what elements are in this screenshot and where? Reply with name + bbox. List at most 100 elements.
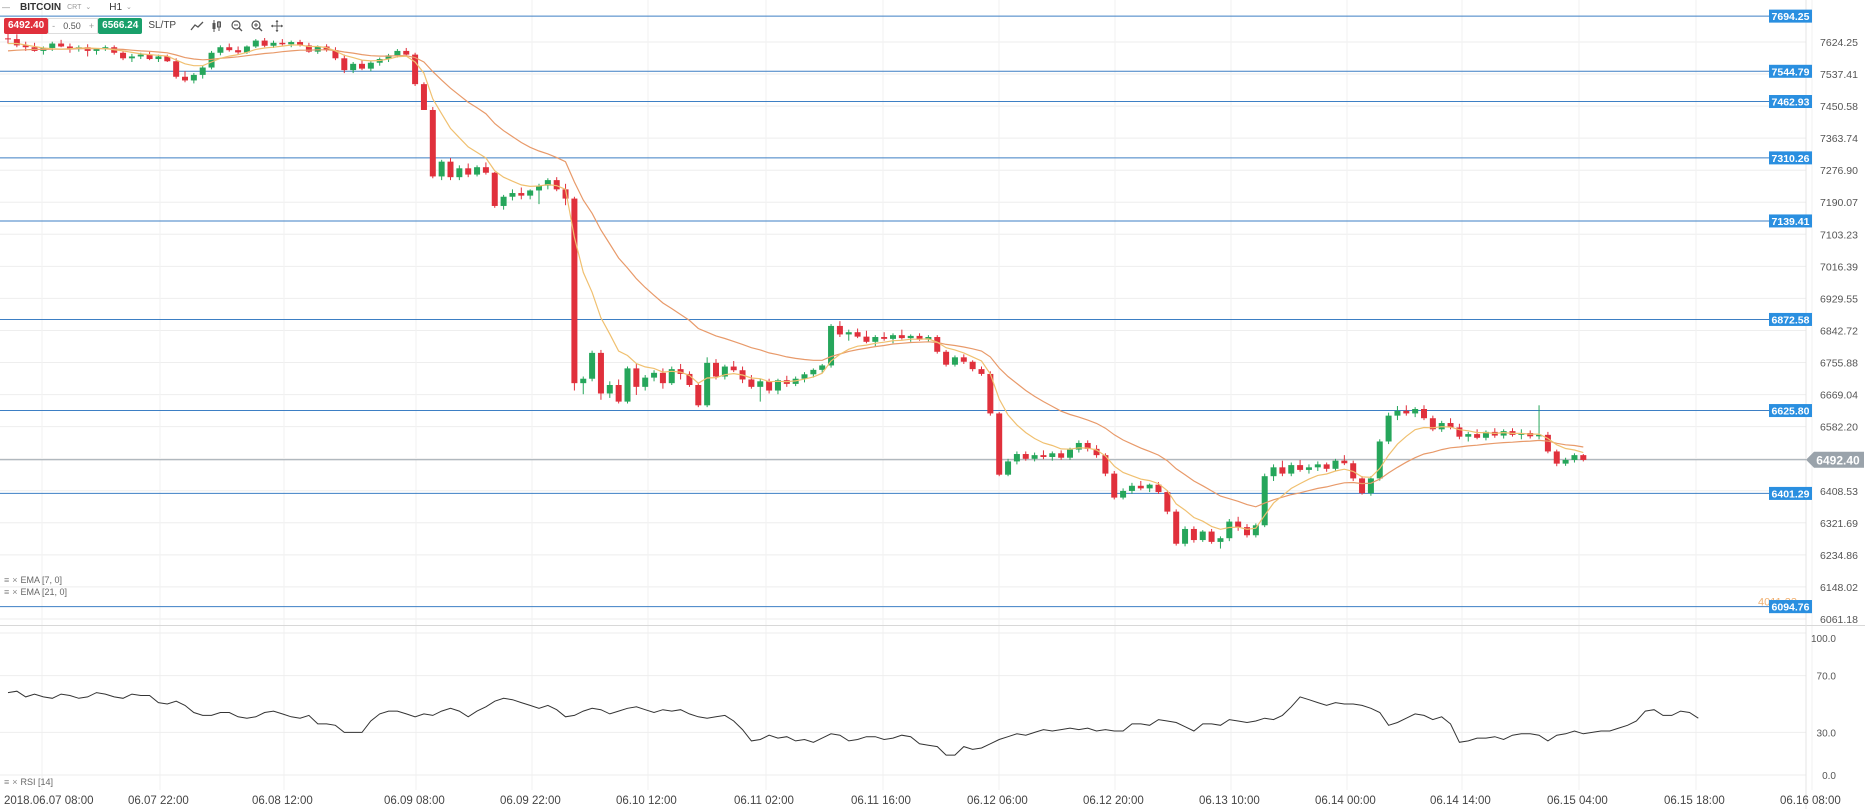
candle-body: [128, 56, 135, 59]
price-line-label: 6625.80: [1772, 406, 1810, 418]
candle-body: [367, 62, 374, 69]
price-axis[interactable]: 7624.25 7537.41 7450.58 7363.74 7276.90 7190.…: [1820, 37, 1858, 626]
time-axis[interactable]: 2018.06.07 08:00 06.07 22:00 06.08 12:00 06…: [4, 795, 1841, 807]
candle-body: [1155, 484, 1162, 493]
symbol-tab[interactable]: — BITCOIN CRT ⌄ H1 ⌄: [2, 0, 132, 14]
rsi-axis: 100.0 70.0 30.0 0.0: [1811, 634, 1836, 782]
menu-icon[interactable]: ≡: [4, 575, 10, 585]
candle-body: [199, 67, 206, 75]
candle-body: [1261, 476, 1268, 526]
candle-body: [1128, 485, 1135, 491]
candle-body: [872, 337, 879, 342]
menu-icon[interactable]: ≡: [4, 587, 10, 597]
candle-body: [1456, 427, 1463, 437]
candle-body: [226, 47, 233, 51]
close-icon[interactable]: ×: [12, 587, 18, 597]
symbol-name[interactable]: BITCOIN: [20, 1, 62, 13]
candle-body: [615, 385, 622, 402]
candle-body: [1305, 467, 1312, 470]
candle-body: [606, 385, 613, 394]
menu-icon[interactable]: ≡: [4, 777, 10, 787]
zoom-out-icon[interactable]: [228, 18, 246, 34]
time-tick-label: 06.16 08:00: [1780, 795, 1841, 807]
zoom-in-icon[interactable]: [248, 18, 266, 34]
candle-body: [774, 380, 781, 391]
line-tool-icon[interactable]: [188, 18, 206, 34]
candle-body: [1297, 465, 1304, 470]
price-line-label-bg: [1769, 312, 1812, 326]
candle-body: [279, 42, 286, 45]
price-tick-label: 6148.02: [1820, 582, 1858, 594]
buy-button[interactable]: 6566.24: [98, 17, 143, 34]
candle-body: [1562, 459, 1569, 464]
candle-body: [1376, 441, 1383, 479]
horizontal-lines[interactable]: [0, 15, 1806, 608]
price-line-label-bg: [1769, 64, 1812, 78]
lot-size-value[interactable]: 0.50: [63, 20, 81, 31]
timeframe-chevron-down-icon[interactable]: ⌄: [126, 4, 132, 11]
price-grid: [0, 0, 1813, 790]
close-icon[interactable]: ×: [12, 575, 18, 585]
price-line-label: 7310.26: [1772, 153, 1810, 165]
candle-body: [359, 63, 365, 69]
candle-body: [93, 49, 100, 51]
candle-body: [978, 369, 985, 374]
rsi-tick-label: 0.0: [1822, 771, 1836, 782]
candle-body: [120, 52, 127, 59]
rsi-legend[interactable]: ≡ × RSI [14]: [4, 777, 53, 787]
ema-fast-label: EMA [7, 0]: [20, 575, 63, 585]
ema-fast-legend[interactable]: ≡ × EMA [7, 0]: [4, 575, 62, 585]
candle-body: [748, 379, 755, 387]
candle-body: [1288, 465, 1295, 474]
candle-body: [987, 373, 994, 414]
sell-button[interactable]: 6492.40: [4, 17, 49, 34]
candle-body: [297, 42, 304, 46]
price-line-label-bg: [1769, 151, 1812, 165]
candle-body: [1111, 473, 1118, 498]
candle-body: [261, 40, 268, 46]
time-tick-label: 06.11 02:00: [734, 795, 794, 807]
candle-type-icon[interactable]: [208, 18, 226, 34]
lot-decrease-button[interactable]: -: [52, 20, 56, 31]
ema-slow-legend[interactable]: ≡ × EMA [21, 0]: [4, 587, 67, 597]
price-line-label: 7462.93: [1772, 97, 1810, 109]
timeframe-select[interactable]: H1: [109, 1, 123, 13]
candle-body: [270, 42, 277, 46]
candle-body: [713, 362, 719, 377]
candle-body: [518, 193, 525, 196]
lot-increase-button[interactable]: +: [88, 20, 95, 31]
candle-body: [536, 185, 542, 191]
candle-body: [1022, 454, 1029, 459]
symbol-chevron-down-icon[interactable]: ⌄: [85, 4, 92, 11]
crosshair-icon[interactable]: [268, 18, 286, 34]
price-tick-label: 7016.39: [1820, 261, 1858, 273]
candle-body: [385, 55, 392, 60]
candle-body: [589, 352, 596, 379]
candle-body: [491, 172, 498, 206]
candle-body: [695, 385, 702, 406]
candle-body: [22, 45, 29, 48]
sltp-button[interactable]: SL/TP: [148, 20, 177, 31]
candle-body: [1359, 478, 1366, 494]
lot-size-stepper[interactable]: - 0.50 +: [48, 17, 99, 34]
price-line-label-bg: [1769, 95, 1812, 109]
candle-body: [624, 368, 631, 402]
candle-body: [1367, 478, 1374, 494]
candle-body: [456, 168, 463, 178]
close-icon[interactable]: ×: [12, 777, 18, 787]
price-line-label-bg: [1769, 486, 1812, 500]
time-tick-label: 06.14 00:00: [1315, 795, 1376, 807]
candle-body: [1474, 434, 1481, 438]
candle-body: [403, 50, 410, 55]
candle-body: [1120, 490, 1127, 498]
chart-corner-icon: —: [2, 2, 10, 12]
candle-body: [801, 374, 808, 379]
candle-body: [1270, 467, 1277, 477]
candle-body: [934, 337, 941, 352]
candle-body: [969, 361, 976, 370]
rsi-grid: [0, 632, 1806, 776]
candle-body: [58, 43, 65, 47]
price-tick-label: 6842.72: [1820, 325, 1858, 337]
candle-body: [907, 335, 914, 339]
